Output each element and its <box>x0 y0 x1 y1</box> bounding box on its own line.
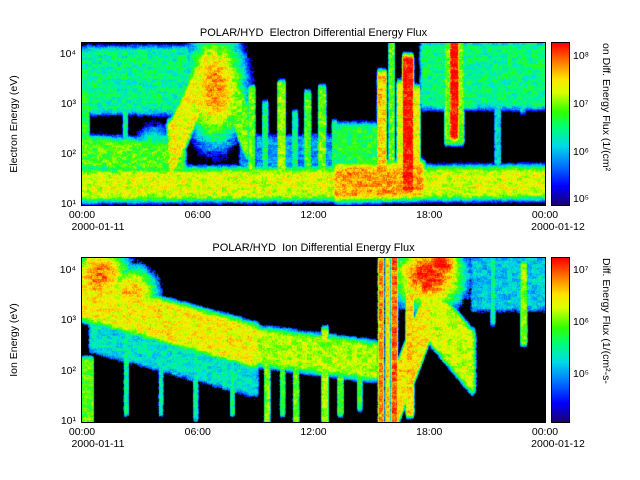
y-tick-label: 10² <box>60 148 76 161</box>
electron-spectrogram <box>81 42 546 206</box>
electron-start-date-label: 2000-01-11 <box>71 221 125 233</box>
colorbar-tick-label: 10⁸ <box>573 50 590 63</box>
y-tick-label: 10² <box>60 364 76 377</box>
ion-colorbar <box>551 257 570 423</box>
x-tick-label: 06:00 <box>184 426 211 438</box>
x-tick-label: 06:00 <box>184 209 211 221</box>
ion-colorbar-label: Diff. Energy Flux (1/(cm²-s- <box>600 258 612 384</box>
y-tick-label: 10⁴ <box>59 48 76 61</box>
electron-colorbar <box>551 42 570 206</box>
colorbar-tick-label: 10⁷ <box>573 264 589 277</box>
electron-y-axis-label: Electron Energy (eV) <box>8 75 20 173</box>
x-tick-label: 00:00 <box>68 209 96 221</box>
ion-chart-title: POLAR/HYD Ion Differential Energy Flux <box>212 242 415 254</box>
x-tick-label: 00:00 <box>531 209 559 221</box>
y-tick-label: 10³ <box>60 314 76 327</box>
y-tick-label: 10⁴ <box>59 263 76 276</box>
colorbar-tick-label: 10⁷ <box>573 97 589 110</box>
x-tick-label: 12:00 <box>300 209 327 221</box>
x-tick-label: 18:00 <box>416 209 443 221</box>
y-tick-label: 10¹ <box>60 415 76 427</box>
y-tick-label: 10³ <box>60 98 76 111</box>
ion-start-date-label: 2000-01-11 <box>71 438 125 450</box>
ion-y-axis-label: Ion Energy (eV) <box>8 303 20 377</box>
x-tick-label: 12:00 <box>300 426 327 438</box>
colorbar-tick-label: 10⁶ <box>573 316 590 329</box>
x-tick-label: 18:00 <box>416 426 443 438</box>
colorbar-tick-label: 10⁵ <box>573 193 590 206</box>
ion-spectrogram <box>81 257 546 423</box>
electron-chart-title: POLAR/HYD Electron Differential Energy F… <box>199 27 428 39</box>
y-tick-label: 10¹ <box>60 198 76 210</box>
x-tick-label: 00:00 <box>68 426 96 438</box>
colorbar-tick-label: 10⁵ <box>573 368 590 381</box>
colorbar-tick-label: 10⁶ <box>573 145 590 158</box>
ion-end-date-label: 2000-01-12 <box>531 438 585 450</box>
x-tick-label: 00:00 <box>531 426 559 438</box>
electron-colorbar-label: on Diff. Energy Flux (1/(cm² <box>600 43 612 172</box>
electron-end-date-label: 2000-01-12 <box>531 221 585 233</box>
